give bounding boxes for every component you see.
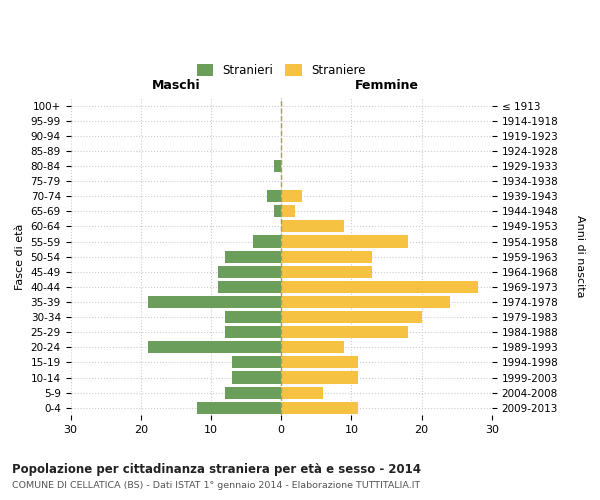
Bar bbox=[281, 386, 323, 398]
Bar bbox=[281, 402, 358, 414]
Bar bbox=[281, 281, 478, 293]
Bar bbox=[253, 236, 281, 248]
Bar bbox=[274, 206, 281, 218]
Bar bbox=[281, 220, 344, 232]
Bar bbox=[281, 326, 407, 338]
Bar bbox=[281, 266, 373, 278]
Bar bbox=[281, 341, 344, 353]
Bar bbox=[197, 402, 281, 414]
Bar bbox=[225, 386, 281, 398]
Text: Maschi: Maschi bbox=[152, 78, 200, 92]
Bar bbox=[218, 281, 281, 293]
Bar bbox=[281, 250, 373, 262]
Bar bbox=[225, 326, 281, 338]
Bar bbox=[281, 206, 295, 218]
Bar bbox=[225, 311, 281, 323]
Bar bbox=[281, 236, 407, 248]
Bar bbox=[148, 341, 281, 353]
Bar bbox=[267, 190, 281, 202]
Text: Popolazione per cittadinanza straniera per età e sesso - 2014: Popolazione per cittadinanza straniera p… bbox=[12, 462, 421, 475]
Bar bbox=[281, 372, 358, 384]
Y-axis label: Anni di nascita: Anni di nascita bbox=[575, 216, 585, 298]
Bar bbox=[274, 160, 281, 172]
Bar bbox=[281, 311, 422, 323]
Bar bbox=[225, 250, 281, 262]
Bar bbox=[218, 266, 281, 278]
Bar bbox=[148, 296, 281, 308]
Text: Femmine: Femmine bbox=[355, 78, 419, 92]
Y-axis label: Fasce di età: Fasce di età bbox=[15, 224, 25, 290]
Bar bbox=[281, 356, 358, 368]
Bar bbox=[232, 356, 281, 368]
Bar bbox=[281, 296, 450, 308]
Text: COMUNE DI CELLATICA (BS) - Dati ISTAT 1° gennaio 2014 - Elaborazione TUTTITALIA.: COMUNE DI CELLATICA (BS) - Dati ISTAT 1°… bbox=[12, 481, 420, 490]
Legend: Stranieri, Straniere: Stranieri, Straniere bbox=[192, 60, 370, 82]
Bar bbox=[232, 372, 281, 384]
Bar bbox=[281, 190, 302, 202]
